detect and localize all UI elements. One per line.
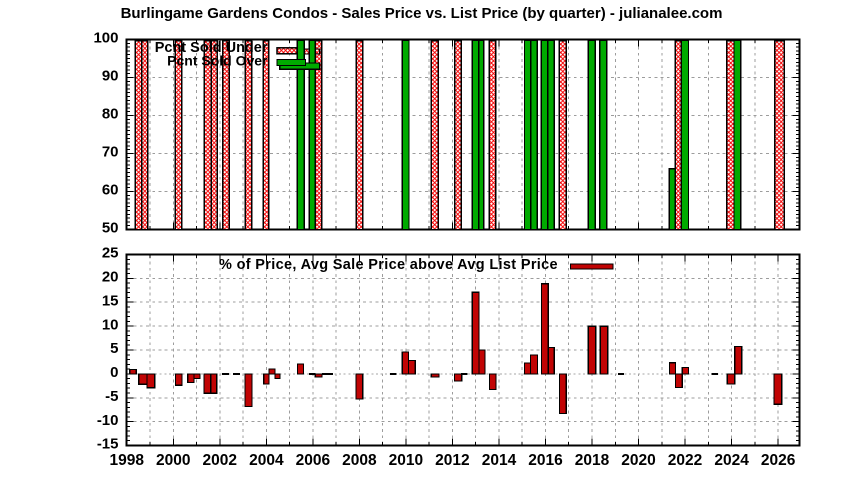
- svg-text:90: 90: [102, 68, 119, 85]
- svg-text:2008: 2008: [342, 452, 377, 469]
- svg-text:20: 20: [102, 269, 119, 286]
- svg-text:70: 70: [102, 144, 119, 161]
- svg-text:0: 0: [110, 364, 118, 381]
- svg-text:% of Price, Avg Sale Price abo: % of Price, Avg Sale Price above Avg Lis…: [219, 257, 558, 273]
- svg-text:50: 50: [102, 220, 119, 237]
- svg-text:-5: -5: [105, 388, 118, 405]
- svg-text:10: 10: [102, 316, 119, 333]
- svg-text:2018: 2018: [575, 452, 610, 469]
- svg-text:2020: 2020: [621, 452, 655, 469]
- svg-text:2026: 2026: [761, 452, 796, 469]
- svg-text:2010: 2010: [389, 452, 423, 469]
- svg-text:2002: 2002: [203, 452, 237, 469]
- svg-text:60: 60: [102, 182, 119, 199]
- svg-text:Pcnt Sold Under: Pcnt Sold Under: [155, 40, 268, 56]
- svg-text:2012: 2012: [435, 452, 469, 469]
- svg-text:-10: -10: [97, 412, 119, 429]
- svg-text:100: 100: [93, 30, 118, 47]
- svg-text:-15: -15: [97, 436, 119, 453]
- svg-text:Pcnt Sold Over: Pcnt Sold Over: [167, 53, 268, 69]
- svg-text:1998: 1998: [110, 452, 145, 469]
- svg-text:2004: 2004: [249, 452, 284, 469]
- svg-text:2022: 2022: [668, 452, 702, 469]
- svg-text:2024: 2024: [714, 452, 749, 469]
- svg-text:2016: 2016: [528, 452, 563, 469]
- svg-text:5: 5: [110, 340, 118, 357]
- svg-text:2000: 2000: [156, 452, 190, 469]
- svg-text:15: 15: [102, 292, 119, 309]
- svg-text:Burlingame Gardens Condos - Sa: Burlingame Gardens Condos - Sales Price …: [121, 5, 723, 22]
- svg-text:2006: 2006: [296, 452, 331, 469]
- svg-text:25: 25: [102, 245, 119, 262]
- svg-text:80: 80: [102, 106, 119, 123]
- svg-text:2014: 2014: [482, 452, 517, 469]
